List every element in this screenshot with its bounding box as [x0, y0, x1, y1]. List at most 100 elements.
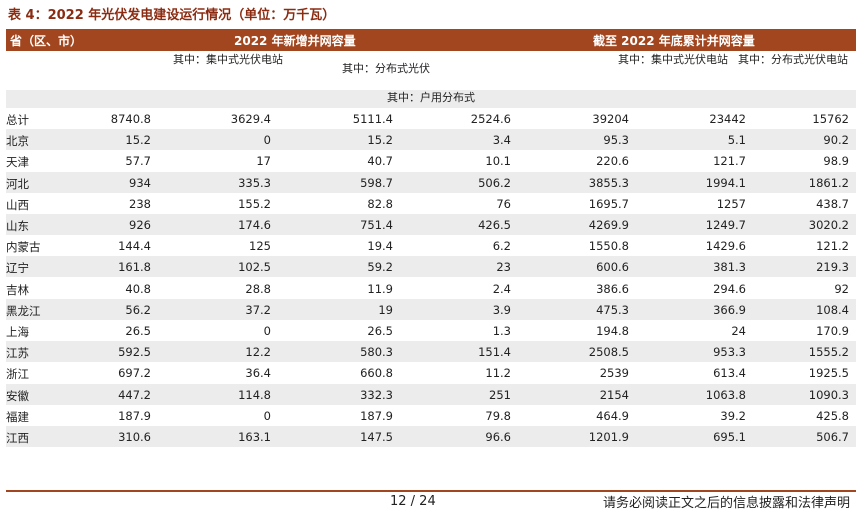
table-cell: 39.2: [720, 408, 746, 423]
table-cell: 10.1: [485, 154, 511, 169]
table-cell: 90.2: [823, 133, 849, 148]
table-cell: 953.3: [713, 345, 746, 360]
table-row: 山东 926 174.6 751.4 426.5 4269.9 1249.7 3020.2: [6, 214, 856, 235]
table-cell: 1090.3: [808, 387, 849, 402]
table-cell: 697.2: [118, 366, 151, 381]
table-cell: 751.4: [360, 218, 393, 232]
page-number: 12 / 24: [390, 494, 436, 509]
table-cell: 151.4: [478, 345, 511, 360]
table-cell: 220.6: [596, 154, 629, 169]
table-cell: 1994.1: [705, 175, 746, 190]
table-cell: 17: [256, 154, 271, 169]
region-name: 北京: [6, 134, 29, 149]
table-row: 吉林 40.8 28.8 11.9 2.4 386.6 294.6 92: [6, 278, 856, 299]
table-cell: 144.4: [118, 239, 151, 254]
table-cell: 15.2: [125, 133, 151, 148]
region-name: 江苏: [6, 346, 29, 361]
table-cell: 37.2: [245, 302, 271, 317]
region-name: 浙江: [6, 367, 29, 382]
table-row: 辽宁 161.8 102.5 59.2 23 600.6 381.3 219.3: [6, 256, 856, 278]
table-cell: 114.8: [238, 387, 271, 402]
new-capacity-group-header: 2022 年新增并网容量: [234, 34, 356, 48]
table-cell: 2154: [599, 387, 629, 402]
table-cell: 592.5: [118, 345, 151, 360]
region-name: 河北: [6, 176, 29, 191]
footer-divider: [6, 490, 856, 492]
table-cell: 23: [496, 260, 511, 275]
table-cell: 3020.2: [808, 218, 849, 232]
table-cell: 26.5: [125, 324, 151, 338]
region-name: 福建: [6, 409, 29, 424]
table-cell: 1550.8: [588, 239, 629, 254]
table-cell: 5111.4: [352, 112, 393, 126]
table-cell: 8740.8: [110, 112, 151, 126]
table-cell: 613.4: [713, 366, 746, 381]
footer-disclaimer: 请务必阅读正文之后的信息披露和法律声明: [602, 496, 850, 511]
table-row: 总计 8740.8 3629.4 5111.4 2524.6 39204 23442 1576…: [6, 108, 856, 129]
table-cell: 580.3: [360, 345, 393, 360]
table-cell: 39204: [592, 112, 629, 126]
region-name: 总计: [6, 113, 29, 127]
table-cell: 447.2: [118, 387, 151, 402]
table-cell: 40.8: [125, 281, 151, 296]
table-row: 北京 15.2 0 15.2 3.4 95.3 5.1 90.2: [6, 129, 856, 151]
table-caption: 表 4：2022 年光伏发电建设运行情况（单位：万千瓦）: [8, 8, 336, 23]
table-cell: 598.7: [360, 175, 393, 190]
table-cell: 0: [263, 324, 271, 338]
table-cell: 4269.9: [588, 218, 629, 232]
subheader-new-distributed: 其中：分布式光伏: [342, 62, 430, 75]
table-cell: 506.2: [478, 175, 511, 190]
table-cell: 386.6: [596, 281, 629, 296]
subheader-new-household: 其中：户用分布式: [6, 90, 856, 108]
table-cell: 95.3: [603, 133, 629, 148]
region-name: 江西: [6, 431, 29, 445]
table-cell: 2524.6: [470, 112, 511, 126]
table-cell: 36.4: [245, 366, 271, 381]
table-cell: 1063.8: [705, 387, 746, 402]
table-cell: 121.2: [816, 239, 849, 254]
table-cell: 3855.3: [588, 175, 629, 190]
table-cell: 438.7: [816, 196, 849, 211]
table-cell: 6.2: [492, 239, 511, 254]
table-row: 福建 187.9 0 187.9 79.8 464.9 39.2 425.8: [6, 405, 856, 426]
table-cell: 0: [263, 408, 271, 423]
table-cell: 170.9: [816, 324, 849, 338]
table-cell: 600.6: [596, 260, 629, 275]
region-name: 天津: [6, 155, 29, 170]
table-row: 安徽 447.2 114.8 332.3 251 2154 1063.8 1090.3: [6, 383, 856, 405]
table-cell: 310.6: [118, 430, 151, 444]
table-row: 浙江 697.2 36.4 660.8 11.2 2539 613.4 1925.5: [6, 362, 856, 383]
table-cell: 96.6: [485, 430, 511, 444]
table-cell: 155.2: [238, 196, 271, 211]
table-cell: 2539: [599, 366, 629, 381]
table-cell: 194.8: [596, 324, 629, 338]
table-cell: 2.4: [492, 281, 511, 296]
region-name: 辽宁: [6, 261, 29, 276]
region-name: 上海: [6, 325, 29, 339]
table-cell: 12.2: [245, 345, 271, 360]
region-column-header: 省（区、市）: [10, 34, 83, 48]
table-row: 江西 310.6 163.1 147.5 96.6 1201.9 695.1 506.7: [6, 426, 856, 447]
table-cell: 1695.7: [588, 196, 629, 211]
table-cell: 40.7: [367, 154, 393, 169]
table-row: 黑龙江 56.2 37.2 19 3.9 475.3 366.9 108.4: [6, 298, 856, 320]
total-capacity-group-header: 截至 2022 年底累计并网容量: [593, 34, 755, 48]
table-cell: 59.2: [367, 260, 393, 275]
table-cell: 15762: [812, 112, 849, 126]
table-cell: 1.3: [492, 324, 511, 338]
table-cell: 294.6: [713, 281, 746, 296]
table-cell: 506.7: [816, 430, 849, 444]
table-cell: 19: [378, 302, 393, 317]
table-cell: 381.3: [713, 260, 746, 275]
table-cell: 26.5: [367, 324, 393, 338]
table-cell: 174.6: [238, 218, 271, 232]
table-cell: 366.9: [713, 302, 746, 317]
subheader-new-centralized: 其中：集中式光伏电站: [173, 53, 283, 66]
table-row: 内蒙古 144.4 125 19.4 6.2 1550.8 1429.6 121.2: [6, 235, 856, 256]
table-cell: 15.2: [367, 133, 393, 148]
table-cell: 19.4: [367, 239, 393, 254]
table-cell: 934: [129, 175, 151, 190]
table-cell: 1429.6: [705, 239, 746, 254]
table-cell: 1257: [716, 196, 746, 211]
table-header: 省（区、市） 2022 年新增并网容量 截至 2022 年底累计并网容量: [6, 29, 856, 51]
